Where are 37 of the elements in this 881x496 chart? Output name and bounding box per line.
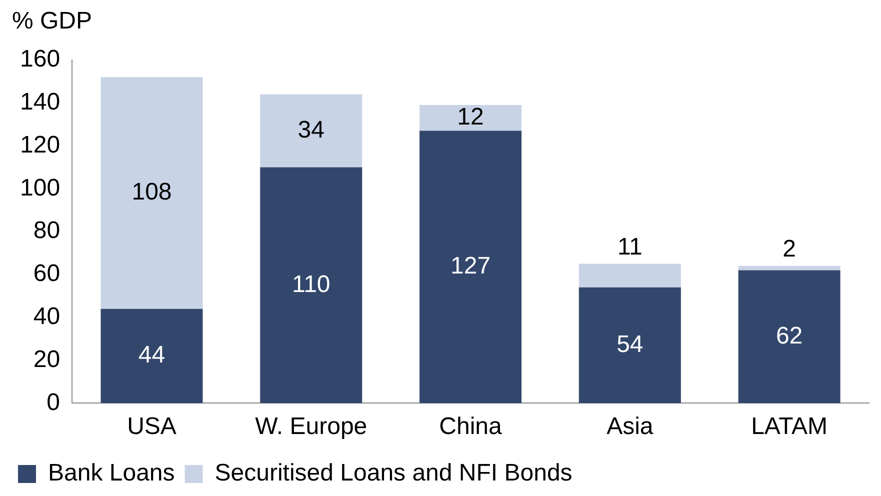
data-label: 44	[138, 342, 166, 369]
bar	[738, 270, 840, 404]
data-label: 62	[776, 322, 803, 350]
data-label: 11	[617, 233, 642, 260]
y-tick-label: 60	[33, 260, 60, 288]
data-label: 110	[292, 270, 330, 298]
y-tick-label: 160	[20, 46, 60, 73]
bar	[100, 308, 203, 404]
data-label: 34	[298, 116, 324, 144]
y-axis-title: % GDP	[12, 8, 92, 35]
y-tick-label: 100	[20, 174, 60, 202]
bar	[578, 287, 681, 404]
y-tick-label: 120	[20, 131, 60, 158]
bar	[100, 77, 203, 309]
data-label: 12	[457, 104, 484, 131]
bar	[420, 105, 522, 131]
data-label: 2	[782, 236, 796, 263]
legend-label: Securitised Loans and NFI Bonds	[214, 460, 572, 487]
x-tick-label: Asia	[606, 413, 654, 440]
legend-label: Bank Loans	[48, 460, 175, 487]
y-tick-label: 0	[46, 388, 60, 416]
data-label: 108	[132, 178, 172, 206]
data-label: 127	[450, 252, 491, 280]
bar	[420, 130, 522, 404]
bar	[260, 94, 362, 168]
x-tick-label: W. Europe	[255, 413, 368, 440]
y-tick-label: 140	[20, 88, 60, 116]
y-tick-label: 80	[33, 217, 60, 244]
bar	[738, 266, 840, 270]
bar	[578, 264, 681, 288]
bar	[260, 167, 362, 404]
x-tick-label: China	[439, 413, 503, 440]
x-tick-label: USA	[127, 413, 176, 440]
x-tick-label: LATAM	[751, 413, 828, 440]
y-tick-label: 20	[33, 346, 60, 373]
y-tick-label: 40	[33, 303, 60, 330]
data-label: 54	[616, 330, 644, 358]
